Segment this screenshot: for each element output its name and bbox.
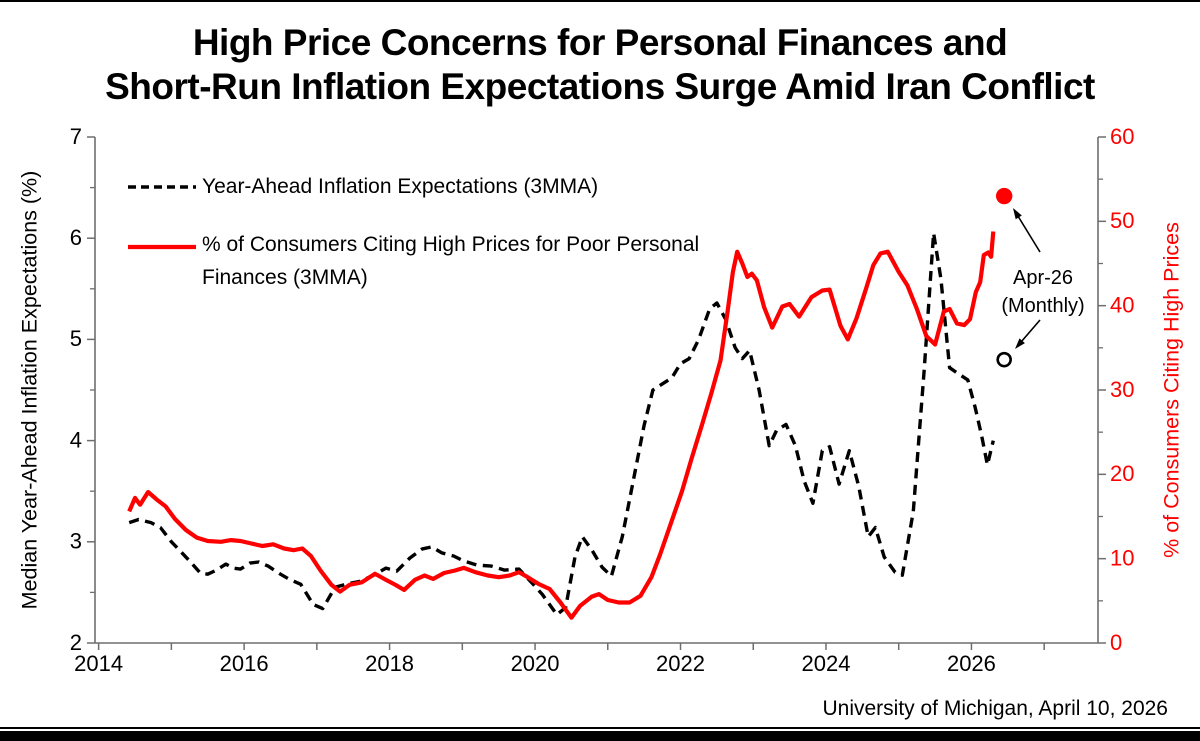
x-axis-tick-label: 2016 <box>220 651 269 676</box>
right-axis-tick-label: 60 <box>1110 124 1134 149</box>
right-axis-tick-label: 40 <box>1110 292 1134 317</box>
chart-title: High Price Concerns for Personal Finance… <box>0 21 1200 109</box>
right-axis-tick-label: 20 <box>1110 461 1134 486</box>
x-axis-tick-label: 2018 <box>365 651 414 676</box>
annotation-arrow-to-red-dot-head <box>1013 208 1022 220</box>
series-high-prices-line <box>127 231 996 620</box>
annotation-month-label: Apr-26 <box>1012 267 1074 289</box>
red-line-sample-icon <box>128 244 196 250</box>
right-axis-tick-label: 30 <box>1110 377 1134 402</box>
x-axis-tick-label: 2024 <box>801 651 850 676</box>
dashed-line-sample-icon <box>128 185 196 189</box>
x-axis-tick-label: 2022 <box>656 651 705 676</box>
top-border-rule <box>0 0 1200 2</box>
black-monthly-open-dot <box>996 351 1012 368</box>
x-axis-tick-label: 2014 <box>74 651 123 676</box>
annotation-frequency-label: (Monthly) <box>1001 295 1085 317</box>
x-axis-tick-label: 2020 <box>511 651 560 676</box>
left-axis-title: Median Year-Ahead Inflation Expectations… <box>17 170 42 610</box>
bottom-bar-rule <box>0 731 1200 741</box>
source-attribution: University of Michigan, April 10, 2026 <box>822 697 1168 720</box>
left-axis-tick-label: 2 <box>70 630 82 655</box>
left-axis-tick-label: 7 <box>70 124 82 149</box>
legend-label-high-prices: % of Consumers Citing High Prices for Po… <box>202 233 700 289</box>
right-axis-tick-label: 10 <box>1110 545 1134 570</box>
title-line-2: Short-Run Inflation Expectations Surge A… <box>105 66 1095 107</box>
annotation-arrow-to-open-dot <box>1018 319 1041 345</box>
left-axis-tick-label: 3 <box>70 529 82 554</box>
latest-monthly-annotation: Apr-26 (Monthly) <box>1001 264 1084 320</box>
title-line-1: High Price Concerns for Personal Finance… <box>192 22 1008 63</box>
x-axis-tick-label: 2026 <box>947 651 996 676</box>
right-axis-title: % of Consumers Citing High Prices <box>1159 222 1184 558</box>
right-axis-tick-label: 50 <box>1110 208 1134 233</box>
left-axis-tick-label: 5 <box>70 326 82 351</box>
annotation-arrow-to-red-dot <box>1016 214 1041 253</box>
left-axis-tick-label: 4 <box>70 427 82 452</box>
right-axis-tick-label: 0 <box>1110 630 1122 655</box>
series-inflation-expectations-line <box>128 231 995 617</box>
bottom-thin-rule <box>0 727 1200 729</box>
left-axis-tick-label: 6 <box>70 225 82 250</box>
red-monthly-dot <box>995 187 1013 205</box>
legend-label-inflation-expectations: Year-Ahead Inflation Expectations (3MMA) <box>202 175 599 198</box>
annotation-arrow-to-open-dot-head <box>1015 338 1025 349</box>
